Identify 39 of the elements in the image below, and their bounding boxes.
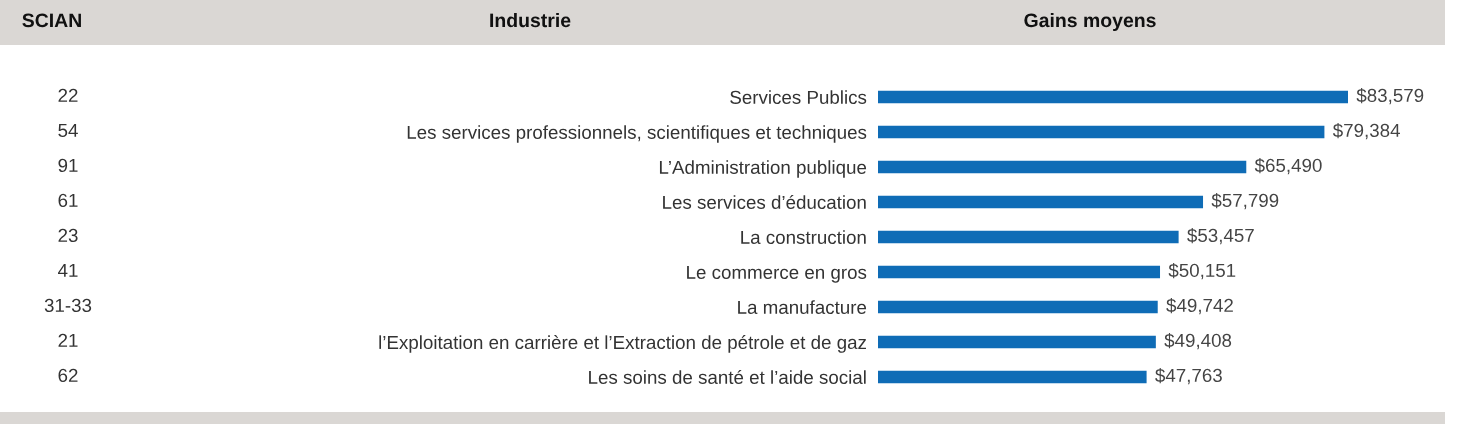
text: 31-33 — [44, 298, 92, 313]
data-label: $47,763 — [1155, 367, 1222, 385]
y-tick-label: Les services professionnels, scientifiques et techniques — [407, 125, 867, 143]
text: 61 — [58, 193, 78, 208]
bar — [878, 335, 1156, 349]
text: SCIAN — [22, 13, 81, 28]
bar — [878, 265, 1161, 279]
text: 21 — [58, 333, 78, 347]
data-label: $57,799 — [1211, 192, 1279, 210]
data-label: $50,151 — [1168, 262, 1236, 280]
data-label: $53,457 — [1187, 227, 1254, 245]
y-tick-label: Les services d’éducation — [663, 194, 866, 209]
text: Industrie — [490, 12, 571, 28]
y-tick-label: La construction — [741, 230, 866, 244]
text: Gains moyens — [1024, 12, 1156, 32]
data-label: $49,408 — [1164, 332, 1232, 350]
y-tick-label: Services Publics — [730, 90, 867, 104]
text: 23 — [58, 228, 78, 243]
bar — [878, 300, 1158, 314]
bar — [878, 195, 1204, 209]
y-tick-label: La manufacture — [738, 300, 867, 314]
text: 91 — [58, 158, 78, 173]
y-tick-label: Le commerce en gros — [687, 265, 867, 283]
bar — [878, 90, 1348, 104]
data-label: $83,579 — [1356, 87, 1424, 105]
bar — [878, 160, 1247, 174]
data-label: $65,490 — [1254, 157, 1322, 175]
text: 22 — [58, 88, 78, 102]
data-label: $49,742 — [1166, 297, 1233, 315]
y-tick-label: L’Administration publique — [659, 160, 867, 178]
text: 62 — [58, 368, 78, 383]
y-tick-label: Les soins de santé et l’aide social — [589, 369, 866, 384]
bar — [878, 125, 1325, 139]
bar — [878, 370, 1147, 384]
data-label: $79,384 — [1332, 122, 1400, 140]
bar — [878, 230, 1179, 244]
text: 54 — [58, 123, 78, 138]
y-tick-label: l’Exploitation en carrière et l’Extraction de pétrole et de gaz — [379, 335, 866, 353]
text: 41 — [58, 263, 78, 277]
